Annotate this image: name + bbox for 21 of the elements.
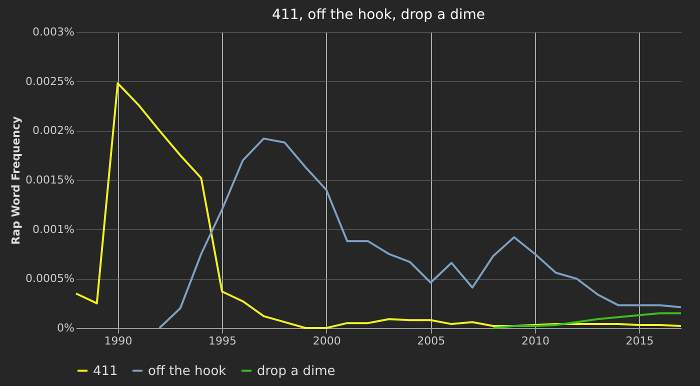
x-tick-label: 2015	[626, 334, 654, 348]
chart-title: 411, off the hook, drop a dime	[272, 7, 486, 23]
y-tick-label: 0.002%	[32, 124, 74, 138]
x-tick-label: 1990	[104, 334, 132, 348]
x-tick-label: 1995	[208, 334, 237, 348]
legend-label: 411	[93, 364, 118, 379]
line-series	[158, 138, 682, 329]
y-tick-label: 0.003%	[32, 26, 74, 38]
x-tick-label: 2005	[417, 334, 446, 348]
y-tick-label: 0%	[57, 322, 74, 334]
y-tick-label: 0.001%	[32, 222, 74, 236]
x-tick-label: 2000	[312, 334, 341, 348]
line-series	[492, 312, 682, 329]
x-tick-label: 2010	[521, 334, 550, 348]
y-tick-label: 0.0025%	[26, 74, 74, 88]
legend-label: drop a dime	[257, 364, 336, 379]
y-tick-label: 0.0015%	[26, 174, 74, 186]
legend-label: off the hook	[148, 364, 227, 379]
y-tick-label: 0.0005%	[26, 272, 74, 286]
y-axis-title: Rap Word Frequency	[10, 116, 23, 245]
line-series	[75, 82, 682, 329]
